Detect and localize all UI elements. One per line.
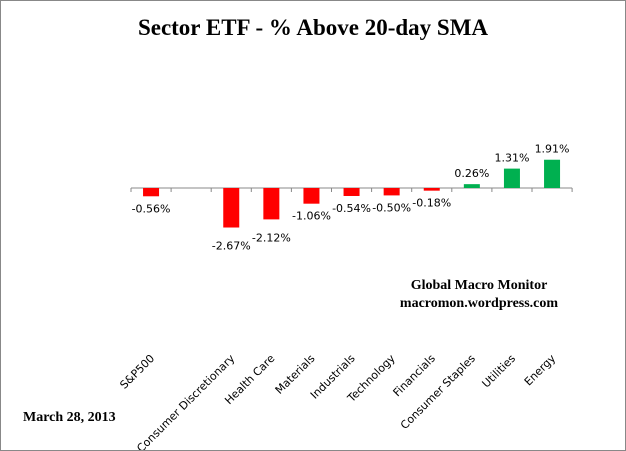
category-label: Energy xyxy=(522,352,559,389)
bar xyxy=(343,188,360,196)
data-label: 1.91% xyxy=(535,143,570,156)
bar xyxy=(544,159,561,188)
data-label: 1.31% xyxy=(494,152,529,165)
bar xyxy=(463,184,480,188)
data-label: -2.67% xyxy=(212,240,251,253)
bar xyxy=(423,188,440,191)
source-line-2: macromon.wordpress.com xyxy=(400,296,558,311)
chart-title: Sector ETF - % Above 20-day SMA xyxy=(138,15,488,40)
data-label: -0.56% xyxy=(132,202,171,215)
bar xyxy=(223,188,240,228)
source-line-1: Global Macro Monitor xyxy=(411,278,548,293)
date-label: March 28, 2013 xyxy=(23,410,116,425)
data-label: -0.50% xyxy=(372,201,411,214)
bar xyxy=(503,168,520,188)
data-label: -0.18% xyxy=(412,197,451,210)
category-label: Utilities xyxy=(480,352,519,391)
bar xyxy=(383,188,400,196)
category-label: S&P500 xyxy=(117,352,157,392)
data-label: 0.26% xyxy=(454,167,489,180)
category-label: Consumer Staples xyxy=(398,352,478,432)
bar xyxy=(263,188,280,220)
data-label: -0.54% xyxy=(332,202,371,215)
data-label: -1.06% xyxy=(292,210,331,223)
data-label: -2.12% xyxy=(252,231,291,244)
bar xyxy=(303,188,320,204)
bar xyxy=(143,188,160,197)
